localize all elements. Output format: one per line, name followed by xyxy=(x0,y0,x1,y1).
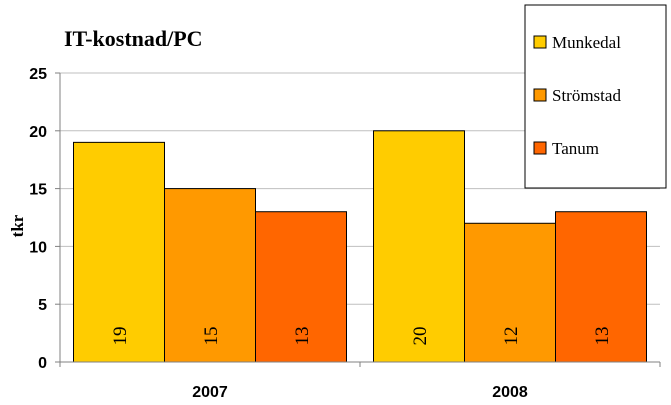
data-label: 13 xyxy=(592,327,613,346)
bar-str-mstad-2007 xyxy=(164,188,256,363)
bars xyxy=(73,130,647,363)
legend-label: Tanum xyxy=(552,139,599,158)
data-label: 19 xyxy=(110,327,131,346)
x-category-label: 2007 xyxy=(192,384,228,401)
legend-swatch xyxy=(533,88,547,102)
data-label: 13 xyxy=(292,327,313,346)
y-tick-label: 20 xyxy=(29,124,47,141)
data-label: 12 xyxy=(501,327,522,346)
y-tick-label: 5 xyxy=(38,297,47,314)
y-tick-label: 0 xyxy=(38,355,47,372)
y-axis-ticks: 0 5 10 15 20 25 xyxy=(29,66,60,372)
legend-box xyxy=(524,4,667,189)
y-axis-label: tkr xyxy=(8,214,27,237)
legend-label: Strömstad xyxy=(552,86,621,105)
x-axis-categories: 2007 2008 xyxy=(59,362,661,401)
data-labels: 19 15 13 20 12 13 xyxy=(110,327,613,346)
bar-str-mstad-2008 xyxy=(464,222,556,363)
data-label: 20 xyxy=(410,327,431,346)
bar-tanum-2008 xyxy=(555,211,647,363)
bar-munkedal-2008 xyxy=(373,130,465,363)
y-tick-label: 15 xyxy=(29,182,47,199)
legend-swatch xyxy=(533,141,547,155)
legend-label: Munkedal xyxy=(552,33,621,52)
y-tick-label: 25 xyxy=(29,66,47,83)
chart-title: IT-kostnad/PC xyxy=(64,26,203,51)
x-category-label: 2008 xyxy=(492,384,528,401)
data-label: 15 xyxy=(201,327,222,346)
bar-tanum-2007 xyxy=(255,211,347,363)
legend-swatch xyxy=(533,35,547,49)
legend: Munkedal Strömstad Tanum xyxy=(524,4,667,189)
bar-munkedal-2007 xyxy=(73,141,165,363)
y-tick-label: 10 xyxy=(29,239,47,256)
